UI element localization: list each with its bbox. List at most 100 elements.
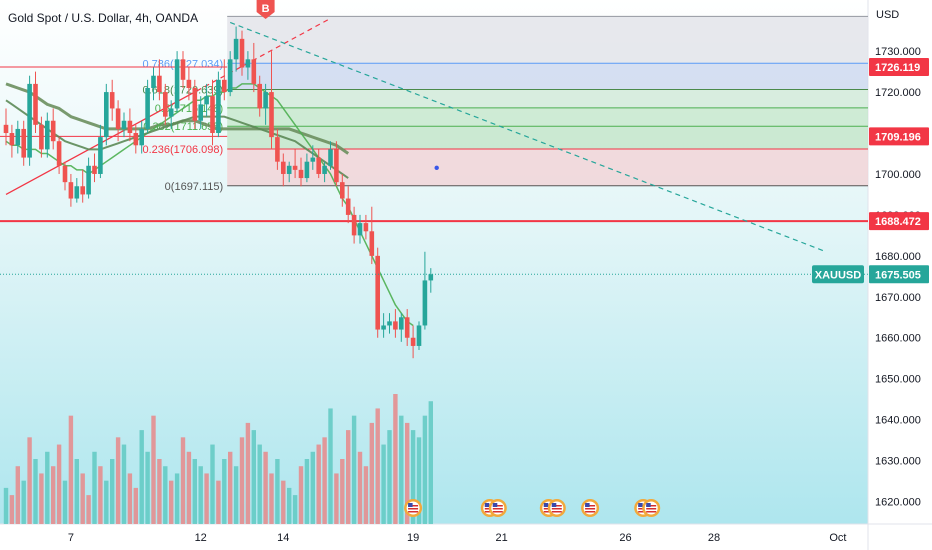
- moving-average-line: [5, 83, 414, 327]
- volume-bar: [139, 430, 144, 524]
- candle-body: [9, 133, 15, 146]
- fib-level-label: 0.618(1720.639): [142, 84, 223, 96]
- candle-body: [127, 120, 133, 134]
- volume-bar: [340, 459, 345, 524]
- volume-bar: [322, 437, 327, 524]
- time-axis[interactable]: 7 12 14 19 21 26 28 Oct: [68, 532, 847, 544]
- us-flag-event-icon[interactable]: [642, 499, 661, 517]
- volume-bar: [316, 444, 321, 524]
- candle-body: [56, 141, 62, 166]
- price-tick-label: 1620.000: [875, 497, 921, 509]
- candle-body: [21, 128, 26, 158]
- volume-bar: [387, 430, 392, 524]
- volume-bars: [3, 394, 433, 524]
- fib-level-label: 0.236(1706.098): [142, 144, 223, 156]
- volume-bar: [39, 473, 44, 524]
- fib-zone: [227, 63, 868, 90]
- fib-zone: [227, 89, 868, 108]
- candle-body: [275, 137, 280, 162]
- us-flag-event-icon[interactable]: [404, 499, 423, 517]
- volume-bar: [328, 408, 333, 524]
- candle-body: [322, 165, 327, 174]
- volume-bar: [80, 473, 85, 524]
- volume-bar: [21, 480, 26, 524]
- price-tick-label: 1720.000: [875, 87, 921, 99]
- candle-body: [316, 157, 321, 174]
- volume-bar: [287, 487, 292, 524]
- volume-bar: [133, 487, 138, 524]
- price-label-text: 1709.196: [875, 131, 921, 143]
- volume-bar: [263, 451, 268, 524]
- fib-level-label: 0(1697.115): [165, 181, 224, 193]
- us-flag-event-icon[interactable]: [488, 499, 507, 517]
- candle-body: [157, 75, 162, 93]
- volume-bar: [98, 466, 103, 524]
- volume-bar: [174, 473, 180, 524]
- candle-body: [340, 182, 345, 199]
- volume-bar: [56, 444, 62, 524]
- volume-bar: [121, 444, 127, 524]
- price-axis-background: [868, 0, 932, 524]
- candle-body: [239, 38, 245, 68]
- volume-bar: [233, 466, 239, 524]
- price-tick-label: 1630.000: [875, 456, 921, 468]
- volume-bar: [51, 466, 56, 524]
- price-tick-label: 1640.000: [875, 415, 921, 427]
- candle-body: [369, 231, 375, 256]
- volume-bar: [3, 487, 9, 524]
- candle-body: [381, 325, 386, 330]
- volume-bar: [351, 415, 357, 524]
- price-label-badge: [869, 212, 929, 231]
- trendline: [229, 21, 827, 253]
- candle-body: [233, 38, 239, 60]
- fib-zone-top: [227, 16, 868, 64]
- candle-body: [180, 59, 186, 80]
- candle-body: [227, 59, 233, 93]
- price-tick-label: 1680.000: [875, 251, 921, 263]
- volume-bar: [428, 401, 433, 524]
- trendlines[interactable]: [5, 17, 827, 253]
- fibonacci-retracement[interactable]: 0.786(1727.034)0.618(1720.639)0.5(1716.1…: [142, 15, 868, 193]
- candle-body: [27, 83, 32, 158]
- volume-bar: [192, 459, 197, 524]
- candle-body: [292, 165, 298, 170]
- signal-marker[interactable]: B: [256, 0, 275, 19]
- candle-body: [204, 96, 209, 105]
- currency-label: USD: [876, 9, 899, 21]
- volume-bar: [375, 408, 380, 524]
- volume-bar: [204, 473, 209, 524]
- candle-body: [80, 186, 85, 195]
- candle-body: [133, 133, 139, 146]
- volume-bar: [298, 466, 304, 524]
- volume-bar: [363, 466, 369, 524]
- us-flag-event-icon[interactable]: [547, 499, 566, 517]
- us-flag-event-icon[interactable]: [581, 499, 600, 517]
- volume-bar: [92, 451, 97, 524]
- candle-body: [269, 92, 274, 138]
- candle-body: [210, 96, 215, 134]
- volume-bar: [15, 466, 20, 524]
- economic-events[interactable]: [404, 499, 661, 517]
- volume-bar: [74, 459, 79, 524]
- volume-bar: [180, 437, 186, 524]
- volume-bar: [115, 437, 121, 524]
- moving-averages: [5, 82, 414, 327]
- volume-bar: [416, 437, 422, 524]
- volume-bar: [304, 459, 310, 524]
- volume-bar: [393, 394, 398, 524]
- volume-bar: [127, 473, 133, 524]
- volume-bar: [381, 444, 386, 524]
- volume-bar: [216, 480, 221, 524]
- candle-body: [251, 59, 257, 84]
- volume-bar: [68, 415, 74, 524]
- price-label-text: 1726.119: [875, 62, 920, 74]
- candle-body: [281, 161, 286, 174]
- volume-bar: [151, 415, 156, 524]
- price-axis[interactable]: 1730.0001720.0001710.0001700.0001690.000…: [0, 46, 929, 509]
- candle-body: [222, 79, 227, 93]
- volume-bar: [62, 480, 68, 524]
- fib-zone: [227, 126, 868, 150]
- time-tick-label: 12: [195, 532, 207, 544]
